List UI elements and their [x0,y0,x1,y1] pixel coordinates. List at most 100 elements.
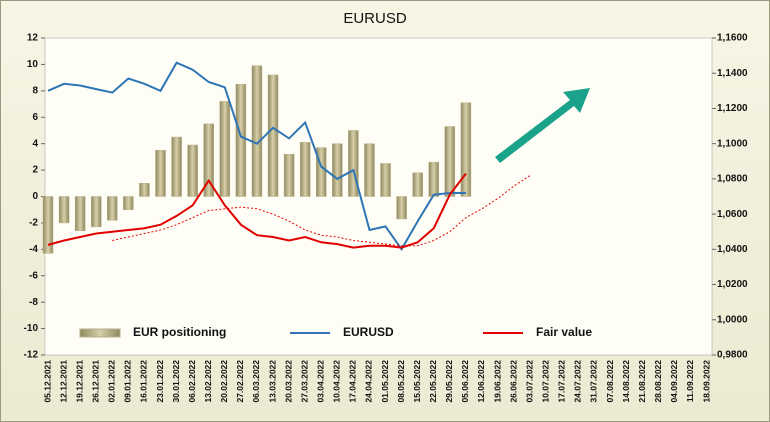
x-tick-label: 10.07.2022 [541,360,551,403]
line [112,174,531,247]
y-tick-label: 2 [32,165,38,176]
y-tick-label: 10 [27,59,39,70]
bar [396,196,407,220]
line [47,172,467,249]
y2-tick-label: 1,0800 [717,174,748,185]
y-tick-label: 4 [32,138,38,149]
x-tick-label: 13.02.2022 [203,360,213,403]
bar [74,196,86,232]
bar [380,163,391,197]
y2-tick-label: 1,1600 [717,33,748,44]
y2-tick-label: 1,1000 [717,138,748,149]
x-tick-label: 01.05.2022 [380,360,390,403]
x-tick-label: 26.06.2022 [508,360,518,403]
legend-label: EUR positioning [133,325,226,339]
y-tick-label: -12 [24,350,39,361]
y2-tick-label: 1,1200 [717,103,748,114]
x-tick-label: 09.01.2022 [123,360,133,403]
x-tick-label: 17.07.2022 [557,360,567,403]
x-tick-label: 19.06.2022 [492,360,502,403]
bar [235,83,247,197]
line [47,61,466,252]
x-tick-label: 08.05.2022 [396,360,406,403]
y2-tick-label: 1,0400 [717,244,748,255]
bar [203,123,214,197]
bar [364,143,375,197]
x-tick-label: 12.12.2021 [58,360,68,403]
legend-swatch [79,328,121,338]
x-tick-label: 02.01.2022 [107,360,117,403]
x-tick-label: 27.03.2022 [299,360,309,403]
x-tick-label: 05.06.2022 [460,360,470,403]
bar [348,130,359,197]
bar [155,150,166,197]
x-tick-label: 20.03.2022 [283,360,293,403]
y-tick-label: 0 [32,191,38,202]
x-tick-label: 10.04.2022 [332,360,342,403]
x-tick-label: 23.01.2022 [155,360,165,403]
x-tick-label: 26.12.2021 [90,360,100,403]
y2-tick-label: 1,0200 [717,279,748,290]
y-tick-label: -4 [29,244,38,255]
bar [315,147,327,197]
arrow [495,88,590,163]
bar [332,143,343,197]
y-tick-label: 12 [27,33,39,44]
bar [123,196,134,210]
bar [267,74,279,197]
bar [107,196,118,221]
y2-tick-label: 0,9800 [717,350,748,361]
x-tick-label: 06.03.2022 [251,360,261,403]
x-tick-label: 14.08.2022 [621,360,631,403]
y-tick-label: -6 [29,270,38,281]
y-tick-label: -2 [29,218,38,229]
bar [42,196,54,254]
bar [219,101,231,197]
x-tick-label: 24.07.2022 [573,360,583,403]
x-tick-label: 30.01.2022 [171,360,181,403]
bar [58,196,70,224]
bar [299,142,311,197]
x-tick-label: 07.08.2022 [605,360,615,403]
bar [251,65,263,197]
x-tick-label: 18.09.2022 [701,360,711,403]
x-tick-label: 24.04.2022 [364,360,374,403]
x-tick-label: 06.02.2022 [187,360,197,403]
bar [187,144,198,197]
x-tick-label: 03.07.2022 [524,360,534,403]
bar [428,161,440,197]
y-tick-label: -8 [29,297,38,308]
x-tick-label: 20.02.2022 [219,360,229,403]
bar [460,102,472,197]
x-tick-label: 16.01.2022 [139,360,149,403]
x-tick-label: 29.05.2022 [444,360,454,403]
bar [90,196,102,228]
x-tick-label: 19.12.2021 [74,360,84,403]
legend-label: Fair value [536,325,592,339]
x-tick-label: 28.08.2022 [653,360,663,403]
bar [412,172,423,197]
x-tick-label: 22.05.2022 [428,360,438,403]
y-tick-label: 6 [32,112,38,123]
legend-label: EURUSD [343,325,394,339]
x-tick-label: 03.04.2022 [315,360,325,403]
x-tick-label: 27.02.2022 [235,360,245,403]
y-tick-label: 8 [32,85,38,96]
bar [171,136,182,197]
x-tick-label: 21.08.2022 [637,360,647,403]
y2-tick-label: 1,0000 [717,314,748,325]
x-tick-label: 11.09.2022 [685,360,695,402]
bar [444,126,456,197]
x-tick-label: 04.09.2022 [669,360,679,403]
chart-title: EURUSD [343,10,407,27]
y-tick-label: -10 [24,323,39,334]
bar [283,153,295,197]
x-tick-label: 17.04.2022 [348,360,358,403]
x-tick-label: 12.06.2022 [476,360,486,403]
x-tick-label: 05.12.2021 [42,360,52,403]
y2-tick-label: 1,1400 [717,68,748,79]
x-tick-label: 15.05.2022 [412,360,422,403]
x-tick-label: 31.07.2022 [589,360,599,403]
x-tick-label: 13.03.2022 [267,360,277,403]
